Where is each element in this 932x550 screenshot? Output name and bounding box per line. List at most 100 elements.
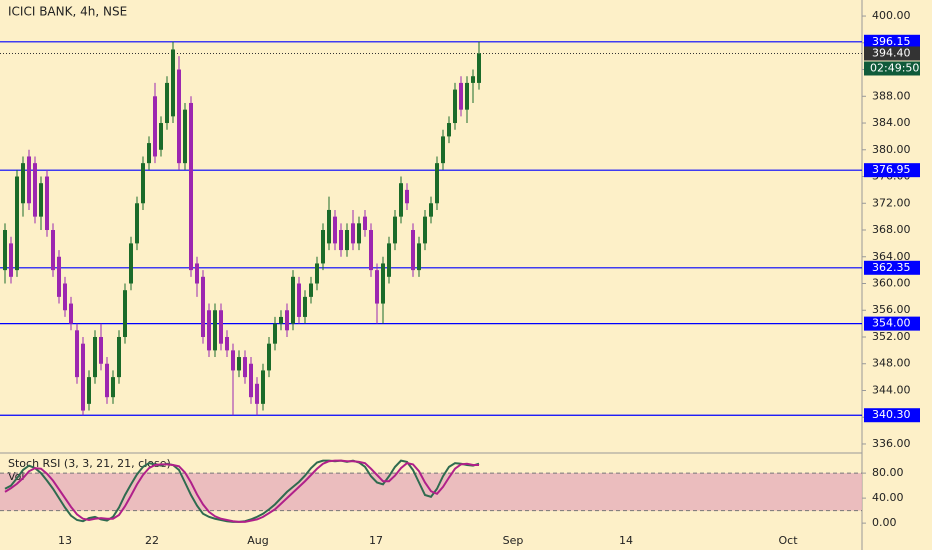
candle-body bbox=[135, 203, 139, 244]
candle-body bbox=[453, 89, 457, 124]
y-tick-label: 0.00 bbox=[872, 516, 897, 529]
countdown-box bbox=[864, 61, 920, 76]
candle-body bbox=[267, 343, 271, 371]
candle-body bbox=[291, 276, 295, 324]
candle-body bbox=[117, 336, 121, 378]
candle-body bbox=[15, 176, 19, 271]
candle-body bbox=[207, 310, 211, 351]
candle-body bbox=[435, 163, 439, 204]
candle-body bbox=[441, 136, 445, 164]
y-tick-label: 352.00 bbox=[872, 330, 911, 343]
candle-body bbox=[93, 336, 97, 378]
candle-body bbox=[285, 310, 289, 331]
candle-body bbox=[219, 310, 223, 344]
candle-body bbox=[333, 216, 337, 244]
last-price-box bbox=[864, 46, 920, 61]
candle-body bbox=[351, 223, 355, 244]
level-label-box bbox=[864, 34, 920, 49]
x-tick-label: 17 bbox=[369, 534, 383, 547]
candle-body bbox=[477, 53, 481, 83]
candle-body bbox=[57, 256, 61, 297]
y-tick-label: 356.00 bbox=[872, 303, 911, 316]
candle-body bbox=[411, 230, 415, 271]
candle-body bbox=[123, 290, 127, 337]
level-label-box bbox=[864, 408, 920, 423]
level-label: 376.95 bbox=[872, 163, 911, 176]
candle-body bbox=[39, 183, 43, 217]
candle-body bbox=[315, 263, 319, 284]
candle-body bbox=[237, 357, 241, 371]
level-label-box bbox=[864, 316, 920, 331]
candle-body bbox=[255, 383, 259, 404]
y-tick-label: 80.00 bbox=[872, 466, 904, 479]
candle-body bbox=[417, 243, 421, 271]
candle-body bbox=[201, 276, 205, 337]
candle-body bbox=[249, 363, 253, 398]
y-tick-label: 368.00 bbox=[872, 223, 911, 236]
candle-body bbox=[27, 156, 31, 204]
candle-body bbox=[177, 69, 181, 164]
y-tick-label: 380.00 bbox=[872, 143, 911, 156]
x-tick-label: Sep bbox=[503, 534, 524, 547]
candle-body bbox=[297, 283, 301, 317]
candle-body bbox=[171, 49, 175, 117]
candle-body bbox=[189, 102, 193, 271]
candle-body bbox=[111, 377, 115, 398]
y-tick-label: 336.00 bbox=[872, 437, 911, 450]
candle-body bbox=[87, 377, 91, 404]
candle-body bbox=[165, 82, 169, 124]
candle-body bbox=[129, 243, 133, 284]
candle-body bbox=[99, 336, 103, 364]
candle-body bbox=[147, 143, 151, 164]
candle-body bbox=[369, 230, 373, 271]
candle-body bbox=[153, 96, 157, 157]
candle-body bbox=[423, 216, 427, 244]
candle-body bbox=[357, 223, 361, 244]
candle-body bbox=[309, 283, 313, 297]
level-label: 362.35 bbox=[872, 261, 911, 274]
candle-body bbox=[81, 343, 85, 411]
level-label: 396.15 bbox=[872, 35, 911, 48]
x-tick-label: Oct bbox=[778, 534, 798, 547]
y-tick-label: 388.00 bbox=[872, 89, 911, 102]
candle-body bbox=[303, 296, 307, 317]
candle-body bbox=[375, 270, 379, 304]
candle-body bbox=[3, 230, 7, 271]
x-tick-label: 22 bbox=[145, 534, 159, 547]
candle-body bbox=[21, 163, 25, 204]
y-tick-label: 372.00 bbox=[872, 196, 911, 209]
last-price-label: 394.40 bbox=[872, 46, 911, 59]
candle-body bbox=[261, 370, 265, 404]
candle-body bbox=[321, 230, 325, 264]
candle-body bbox=[459, 82, 463, 110]
candle-body bbox=[243, 357, 247, 378]
level-label: 354.00 bbox=[872, 317, 911, 330]
candle-body bbox=[105, 363, 109, 398]
candle-body bbox=[45, 176, 49, 231]
candle-body bbox=[33, 163, 37, 217]
candle-body bbox=[273, 323, 277, 344]
candle-body bbox=[429, 203, 433, 217]
countdown-label: 02:49:50 bbox=[870, 61, 919, 74]
candle-body bbox=[465, 82, 469, 110]
candle-body bbox=[405, 189, 409, 204]
chart-title: ICICI BANK, 4h, NSE bbox=[8, 5, 127, 19]
candle-body bbox=[75, 330, 79, 378]
level-label-box bbox=[864, 163, 920, 178]
x-tick-label: 14 bbox=[619, 534, 633, 547]
candle-body bbox=[387, 243, 391, 277]
candle-body bbox=[195, 263, 199, 284]
candle-body bbox=[159, 123, 163, 150]
y-tick-label: 360.00 bbox=[872, 277, 911, 290]
candle-body bbox=[225, 336, 229, 351]
candle-body bbox=[69, 303, 73, 324]
x-tick-label: Aug bbox=[247, 534, 268, 547]
candle-body bbox=[471, 76, 475, 83]
y-tick-label: 348.00 bbox=[872, 357, 911, 370]
x-tick-label: 13 bbox=[58, 534, 72, 547]
candle-body bbox=[9, 243, 13, 277]
candle-body bbox=[327, 209, 331, 244]
candle-body bbox=[51, 230, 55, 271]
y-tick-label: 364.00 bbox=[872, 250, 911, 263]
y-tick-label: 400.00 bbox=[872, 9, 911, 22]
